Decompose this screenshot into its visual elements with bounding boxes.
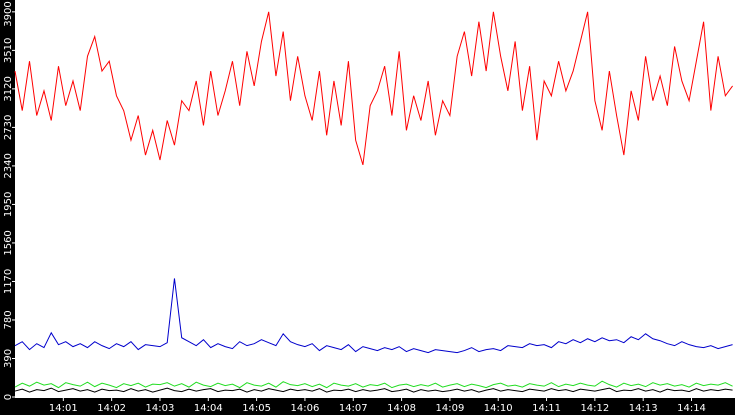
y-tick-label: 390 xyxy=(3,349,14,368)
y-axis-band xyxy=(0,0,15,415)
y-tick-label: 3510 xyxy=(3,38,14,63)
y-tick-label: 780 xyxy=(3,310,14,329)
x-tick-label: 14:11 xyxy=(532,403,561,414)
x-tick-label: 14:04 xyxy=(194,403,223,414)
y-tick-label: 3900 xyxy=(3,1,14,26)
y-tick-label: 1170 xyxy=(3,269,14,294)
y-tick-label: 1560 xyxy=(3,230,14,255)
x-tick-label: 14:10 xyxy=(484,403,513,414)
x-tick-label: 14:13 xyxy=(629,403,658,414)
y-tick-label: 3120 xyxy=(3,76,14,101)
line-series xyxy=(14,11,733,166)
y-tick-label: 2730 xyxy=(3,115,14,140)
x-tick-label: 14:05 xyxy=(242,403,271,414)
x-tick-label: 14:07 xyxy=(339,403,368,414)
x-tick-label: 14:01 xyxy=(49,403,78,414)
line-series xyxy=(14,278,733,354)
y-tick-label: 1950 xyxy=(3,192,14,217)
line-series xyxy=(14,387,733,393)
y-tick-label: 2340 xyxy=(3,153,14,178)
y-tick-label: 0 xyxy=(3,394,14,400)
line-series xyxy=(14,380,733,389)
x-tick-label: 14:06 xyxy=(291,403,320,414)
x-tick-label: 14:14 xyxy=(677,403,706,414)
x-tick-label: 14:03 xyxy=(146,403,175,414)
x-tick-label: 14:09 xyxy=(435,403,464,414)
x-tick-label: 14:12 xyxy=(580,403,609,414)
x-tick-label: 14:08 xyxy=(387,403,416,414)
x-axis-band xyxy=(0,398,735,415)
x-tick-label: 14:02 xyxy=(97,403,126,414)
